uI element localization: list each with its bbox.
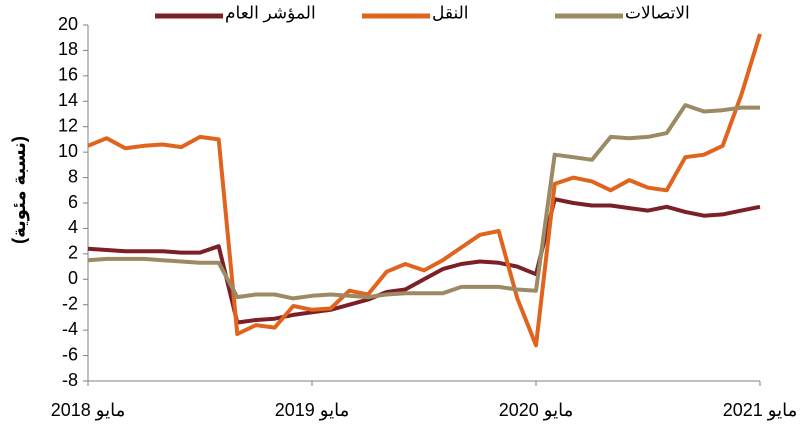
y-tick-label: 10 (58, 141, 78, 161)
x-tick-label: مايو 2018 (51, 400, 125, 421)
y-tick-label: 18 (58, 39, 78, 59)
y-axis-label: (نسبة مئوية) (9, 136, 30, 244)
series-line (87, 197, 761, 325)
series-line (87, 33, 762, 348)
y-tick-label: 12 (58, 115, 78, 135)
y-tick-label: -4 (62, 319, 78, 339)
legend-label: المؤشر العام (225, 3, 316, 22)
y-tick-label: 16 (58, 65, 78, 85)
series-line (87, 103, 760, 301)
y-tick-label: -6 (62, 344, 78, 364)
legend-label: النقل (432, 3, 469, 22)
y-tick-label: 6 (68, 192, 78, 212)
legend-label: الاتصالات (625, 3, 690, 22)
y-tick-label: -8 (62, 370, 78, 390)
x-tick-label: مايو 2020 (499, 400, 573, 421)
y-tick-label: 8 (68, 166, 78, 186)
y-tick-label: -2 (62, 293, 78, 313)
y-tick-label: 14 (58, 90, 78, 110)
x-tick-label: مايو 2021 (723, 400, 797, 421)
y-tick-label: 0 (68, 268, 78, 288)
y-tick-label: 20 (58, 14, 78, 34)
y-tick-label: 2 (68, 243, 78, 263)
x-tick-label: مايو 2019 (275, 400, 349, 421)
y-tick-label: 4 (68, 217, 78, 237)
